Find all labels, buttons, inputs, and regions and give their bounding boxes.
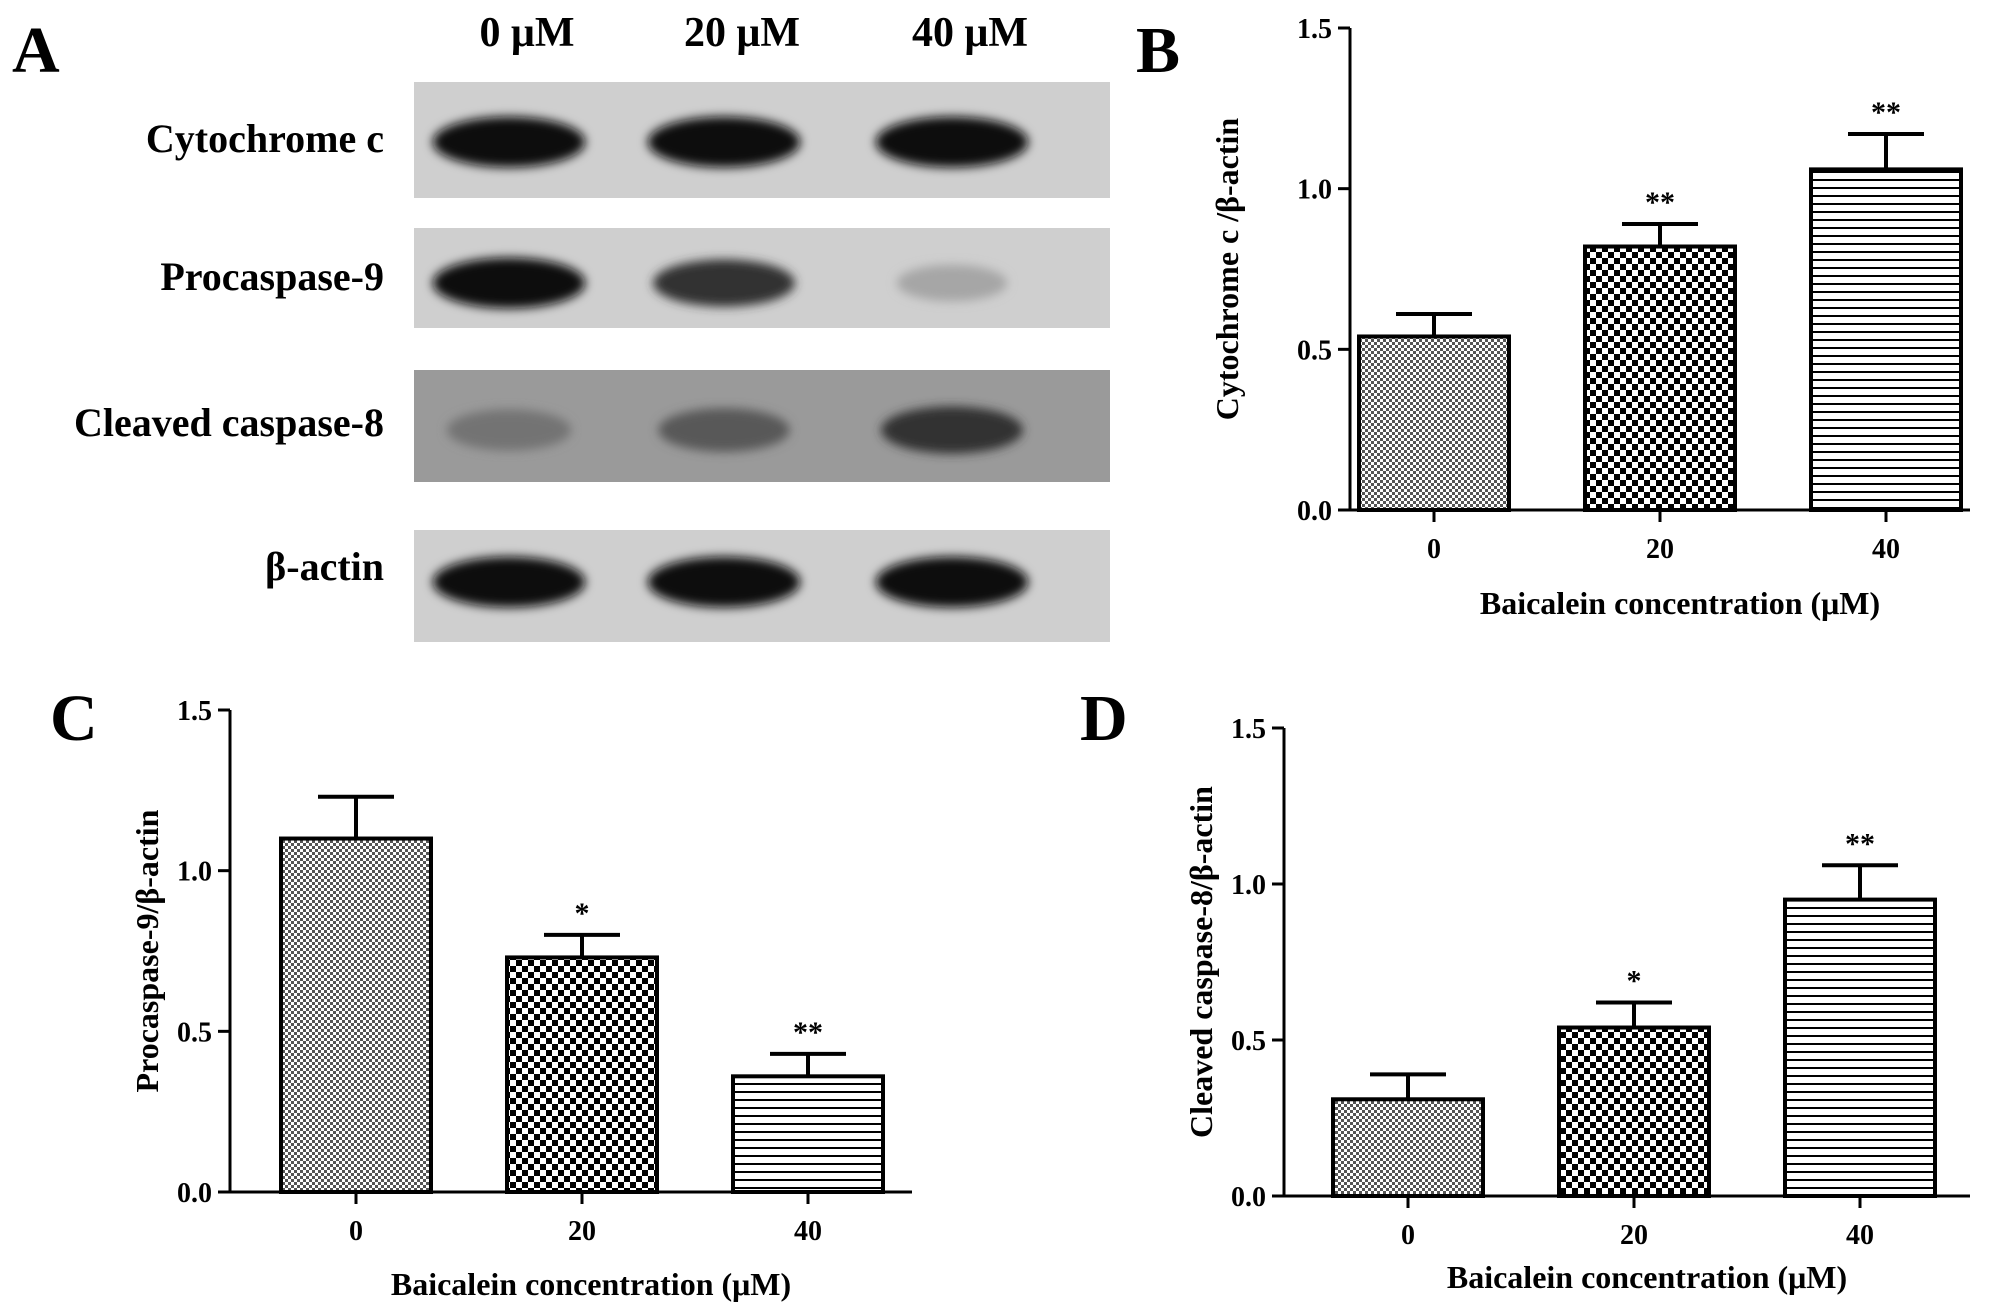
significance-label: ** [1645,186,1675,219]
x-axis-title: Baicalein concentration (μM) [1480,585,1880,621]
bar [1357,334,1511,513]
x-tick-label: 40 [1872,534,1900,565]
y-tick-label: 1.5 [177,696,212,727]
x-tick-label: 20 [568,1216,596,1247]
y-tick-label: 0.5 [1231,1026,1266,1057]
panel-letter-d: D [1080,682,1128,755]
bar [1583,244,1737,513]
y-tick-label: 0.5 [1297,335,1332,366]
x-axis-title: Baicalein concentration (μM) [391,1266,791,1302]
y-axis-title: Cleaved caspase-8/β-actin [1183,786,1219,1138]
x-tick-label: 0 [1401,1220,1415,1251]
blot-band [875,556,1029,608]
western-blot: 0 μM 20 μM 40 μM Cytochrome c Procaspase-9 Cl… [74,10,1110,642]
significance-label: * [1627,965,1642,998]
blot-row-label: Cytochrome c [146,116,384,161]
blot-band [881,406,1023,454]
significance-label: ** [793,1016,823,1049]
blot-band [647,556,801,608]
panel-letter-c: C [50,682,98,755]
y-tick-label: 0.0 [1231,1182,1266,1213]
y-tick-label: 0.0 [1297,496,1332,527]
blot-band [875,116,1029,168]
y-axis-title: Procaspase-9/β-actin [129,809,165,1092]
bar [1331,1097,1485,1199]
chart-cytochrome-c: 0.0 0.5 1.0 1.5 0 ** 20 ** 40 Baicalein concentra… [1209,14,1970,621]
x-tick-label: 0 [349,1216,363,1247]
significance-label: ** [1845,827,1875,860]
blot-band [432,116,586,168]
bar [1557,1025,1711,1199]
lane-label: 40 μM [912,10,1028,56]
blot-row-label: Procaspase-9 [160,254,384,299]
x-axis-title: Baicalein concentration (μM) [1447,1259,1847,1295]
lane-label: 0 μM [480,10,575,56]
y-tick-label: 1.0 [1231,870,1266,901]
y-axis-title: Cytochrome c /β-actin [1209,118,1245,421]
chart-cleaved-caspase-8: 0.0 0.5 1.0 1.5 0 * 20 ** 40 Baicalein concentrat… [1183,714,1970,1295]
lane-label: 20 μM [684,10,800,56]
x-tick-label: 40 [1846,1220,1874,1251]
blot-band [653,259,795,307]
bar [505,955,659,1195]
y-tick-label: 0.0 [177,1178,212,1209]
y-tick-label: 1.0 [177,857,212,888]
blot-band [432,257,586,309]
blot-band [432,556,586,608]
y-tick-label: 1.5 [1231,714,1266,745]
blot-band [647,116,801,168]
panel-letter-a: A [12,14,60,87]
blot-band [896,264,1008,302]
significance-label: ** [1871,96,1901,129]
x-tick-label: 0 [1427,534,1441,565]
x-tick-label: 20 [1646,534,1674,565]
significance-label: * [575,897,590,930]
y-tick-label: 1.5 [1297,14,1332,45]
blot-row-label: Cleaved caspase-8 [74,400,384,445]
bar [1783,897,1937,1198]
x-tick-label: 40 [794,1216,822,1247]
blot-band [658,408,790,452]
bar [279,836,433,1194]
y-tick-label: 0.5 [177,1017,212,1048]
y-tick-label: 1.0 [1297,175,1332,206]
blot-row-label: β-actin [265,544,384,589]
bar [1809,167,1963,513]
x-tick-label: 20 [1620,1220,1648,1251]
bar [731,1074,885,1194]
blot-band [446,409,572,451]
panel-letter-b: B [1136,14,1180,87]
